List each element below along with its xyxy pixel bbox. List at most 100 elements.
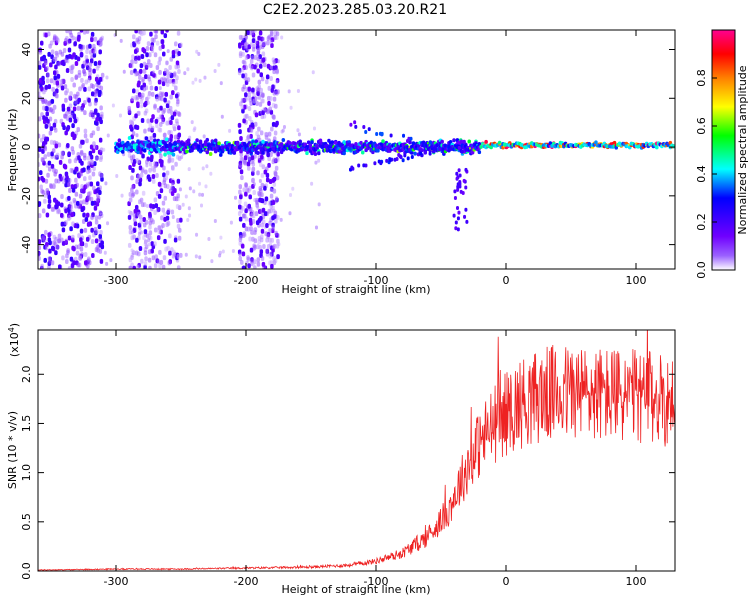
spectrogram-cell <box>275 195 279 200</box>
spectrogram-cell <box>265 237 269 243</box>
spectrogram-cell <box>175 93 179 99</box>
spectrogram-cell <box>456 184 460 189</box>
spectrogram-cell <box>297 132 301 137</box>
spectrogram-cell <box>148 52 152 58</box>
spectrogram-cell <box>149 63 153 69</box>
spectrogram-cell <box>258 101 263 107</box>
spectrogram-cell <box>175 203 180 209</box>
spectrogram-cell <box>43 154 47 160</box>
spectrogram-cell <box>144 74 148 80</box>
spectrogram-cell <box>276 215 280 221</box>
spectrogram-cell <box>317 202 321 207</box>
spectrogram-cell <box>76 36 81 42</box>
spectrogram-cell <box>154 86 158 92</box>
spectrogram-cell <box>92 166 96 172</box>
spectrogram-cell <box>330 140 335 145</box>
spectrogram-cell <box>251 72 256 78</box>
spectrogram-cell <box>240 175 244 181</box>
spectrogram-cell <box>47 51 51 57</box>
spectrogram-cell <box>85 138 89 144</box>
spectrogram-cell <box>268 178 273 184</box>
spectrogram-cell <box>258 63 263 69</box>
spectrogram-cell <box>68 53 72 59</box>
spectrogram-cell <box>121 149 125 154</box>
spectrogram-cell <box>259 130 264 136</box>
spectrogram-cell <box>177 227 182 233</box>
spectrogram-cell <box>153 138 157 143</box>
spectrogram-cell <box>158 69 162 75</box>
spectrogram-cell <box>435 142 439 147</box>
spectrogram-cell <box>205 150 210 155</box>
spectrogram-cell <box>144 169 148 175</box>
spectrogram-cell <box>141 78 145 83</box>
spectrogram-cell <box>139 172 144 178</box>
spectrogram-cell <box>357 163 361 168</box>
spectrogram-cell <box>157 181 162 187</box>
spectrogram-cell <box>96 112 100 118</box>
spectrogram-cell <box>150 37 155 43</box>
spectrogram-cell <box>86 169 90 175</box>
spectrogram-cell <box>173 237 178 243</box>
spectrogram-cell <box>250 55 255 61</box>
spectrogram-cell <box>60 85 65 91</box>
spectrogram-cell <box>71 123 75 129</box>
spectrogram-cell <box>130 59 134 65</box>
spectrogram-cell <box>147 242 151 247</box>
spectrogram-cell <box>82 167 86 173</box>
spectrogram-cell <box>179 217 183 223</box>
spectrogram-cell <box>163 183 168 189</box>
spectrogram-cell <box>128 164 132 170</box>
spectrogram-cell <box>56 178 61 184</box>
spectrogram-cell <box>479 144 483 149</box>
spectrogram-cell <box>252 214 256 219</box>
spectrogram-cell <box>132 217 137 223</box>
spectrogram-cell <box>165 60 169 65</box>
spectrogram-cell <box>159 188 164 194</box>
spectrogram-cell <box>225 147 230 152</box>
spectrogram-cell <box>174 161 178 167</box>
spectrogram-cell <box>168 105 173 111</box>
spectrogram-cell <box>240 104 245 110</box>
spectrogram-cell <box>129 148 133 153</box>
spectrogram-cell <box>53 91 57 97</box>
y-tick-label: 20 <box>20 91 33 105</box>
spectrogram-cell <box>266 243 271 249</box>
spectrogram-cell <box>164 137 169 142</box>
spectrogram-cell <box>42 89 46 95</box>
spectrogram-cell <box>256 257 261 263</box>
spectrogram-cell <box>317 151 321 156</box>
spectrogram-cell <box>171 165 175 171</box>
spectrogram-cell <box>74 191 79 197</box>
spectrogram-cell <box>75 200 80 206</box>
spectrogram-cell <box>126 143 130 148</box>
spectrogram-cell <box>253 121 258 127</box>
spectrogram-cell <box>66 142 70 148</box>
spectrogram-cell <box>247 263 251 269</box>
spectrogram-cell <box>140 104 144 109</box>
spectrogram-cell <box>162 107 167 113</box>
spectrogram-cell <box>464 185 468 190</box>
snr-line <box>38 330 675 571</box>
spectrogram-frame <box>37 29 676 270</box>
spectrogram-cell <box>91 114 96 120</box>
spectrogram-cell <box>376 148 380 153</box>
spectrogram-cell <box>296 128 300 133</box>
spectrogram-cell <box>80 207 85 213</box>
spectrogram-cell <box>453 196 457 201</box>
spectrogram-cell <box>261 57 266 63</box>
spectrogram-cell <box>246 255 250 261</box>
spectrogram-cell <box>172 196 177 202</box>
spectrogram-cell <box>111 103 115 108</box>
spectrogram-cell <box>360 150 365 155</box>
spectrogram-cell <box>52 182 56 188</box>
spectrogram-cell <box>190 120 194 125</box>
spectrogram-cell <box>242 118 246 124</box>
spectrogram-cell <box>251 87 255 93</box>
spectrogram-cell <box>52 122 57 128</box>
spectrogram-cell <box>146 100 150 105</box>
spectrogram-cell <box>273 130 278 136</box>
spectrogram-cell <box>174 41 178 47</box>
spectrogram-cell <box>71 245 75 251</box>
spectrogram-cell <box>139 68 143 74</box>
spectrogram-cell <box>94 238 99 244</box>
